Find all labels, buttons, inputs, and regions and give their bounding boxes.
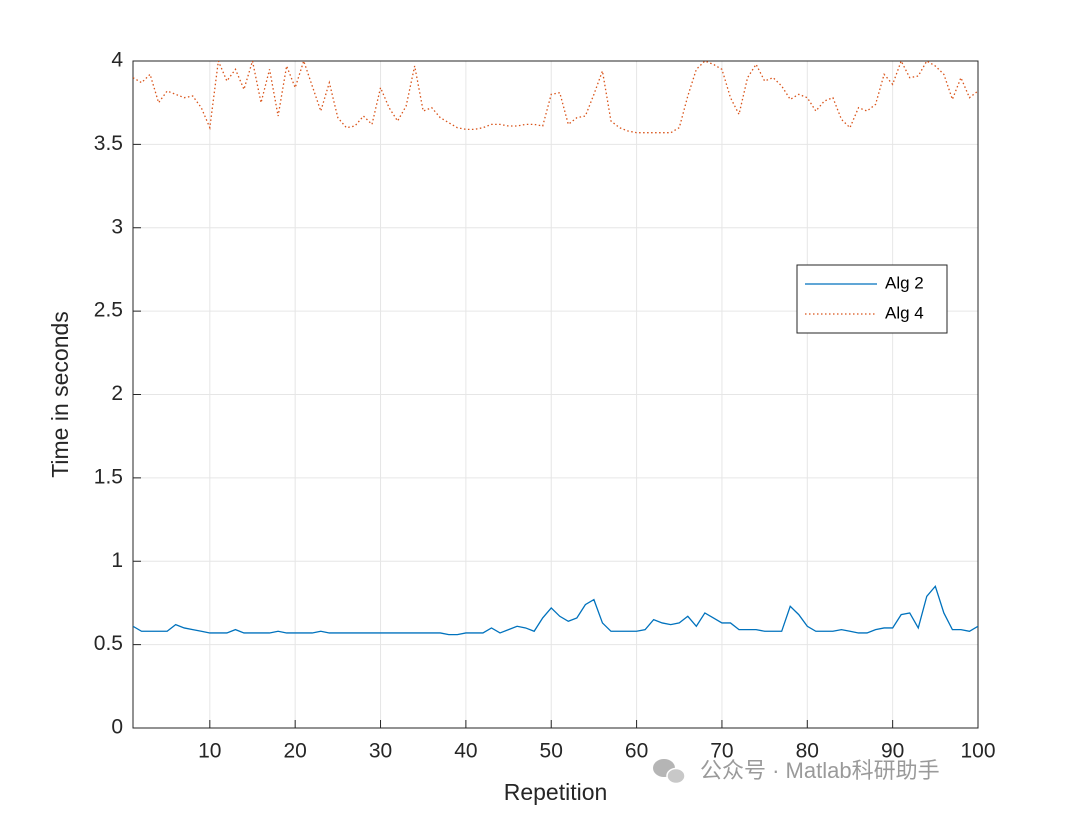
y-tick-label: 4 xyxy=(111,49,123,72)
legend-label: Alg 2 xyxy=(885,273,924,292)
x-tick-label: 70 xyxy=(710,740,733,763)
x-tick-label: 60 xyxy=(625,740,648,763)
x-tick-label: 100 xyxy=(960,740,995,763)
y-axis-label: Time in seconds xyxy=(47,311,73,478)
watermark: 公众号 · Matlab科研助手 xyxy=(700,758,940,783)
data-line xyxy=(133,61,978,134)
y-tick-label: 1.5 xyxy=(94,465,123,488)
y-tick-label: 2 xyxy=(111,382,123,405)
y-tick-label: 2.5 xyxy=(94,299,123,322)
legend: Alg 2 Alg 4 xyxy=(796,264,948,334)
y-tick-label: 3 xyxy=(111,215,123,238)
plot-lines xyxy=(133,61,978,636)
y-tick-label: 0.5 xyxy=(94,632,123,655)
x-tick-label: 50 xyxy=(540,740,563,763)
legend-box xyxy=(796,264,948,334)
legend-label: Alg 4 xyxy=(885,303,924,322)
x-tick-label: 30 xyxy=(369,740,392,763)
y-tick-label: 1 xyxy=(111,549,123,572)
x-tick-label: 20 xyxy=(283,740,306,763)
x-tick-label: 90 xyxy=(881,740,904,763)
x-tick-label: 80 xyxy=(796,740,819,763)
x-tick-label: 40 xyxy=(454,740,477,763)
axes-box xyxy=(132,60,979,729)
watermark-icon xyxy=(653,759,686,785)
data-line xyxy=(133,584,978,636)
x-axis-label: Repetition xyxy=(504,779,608,805)
y-tick-label: 3.5 xyxy=(94,132,123,155)
x-tick-label: 10 xyxy=(198,740,221,763)
y-tick-label: 0 xyxy=(111,716,123,739)
